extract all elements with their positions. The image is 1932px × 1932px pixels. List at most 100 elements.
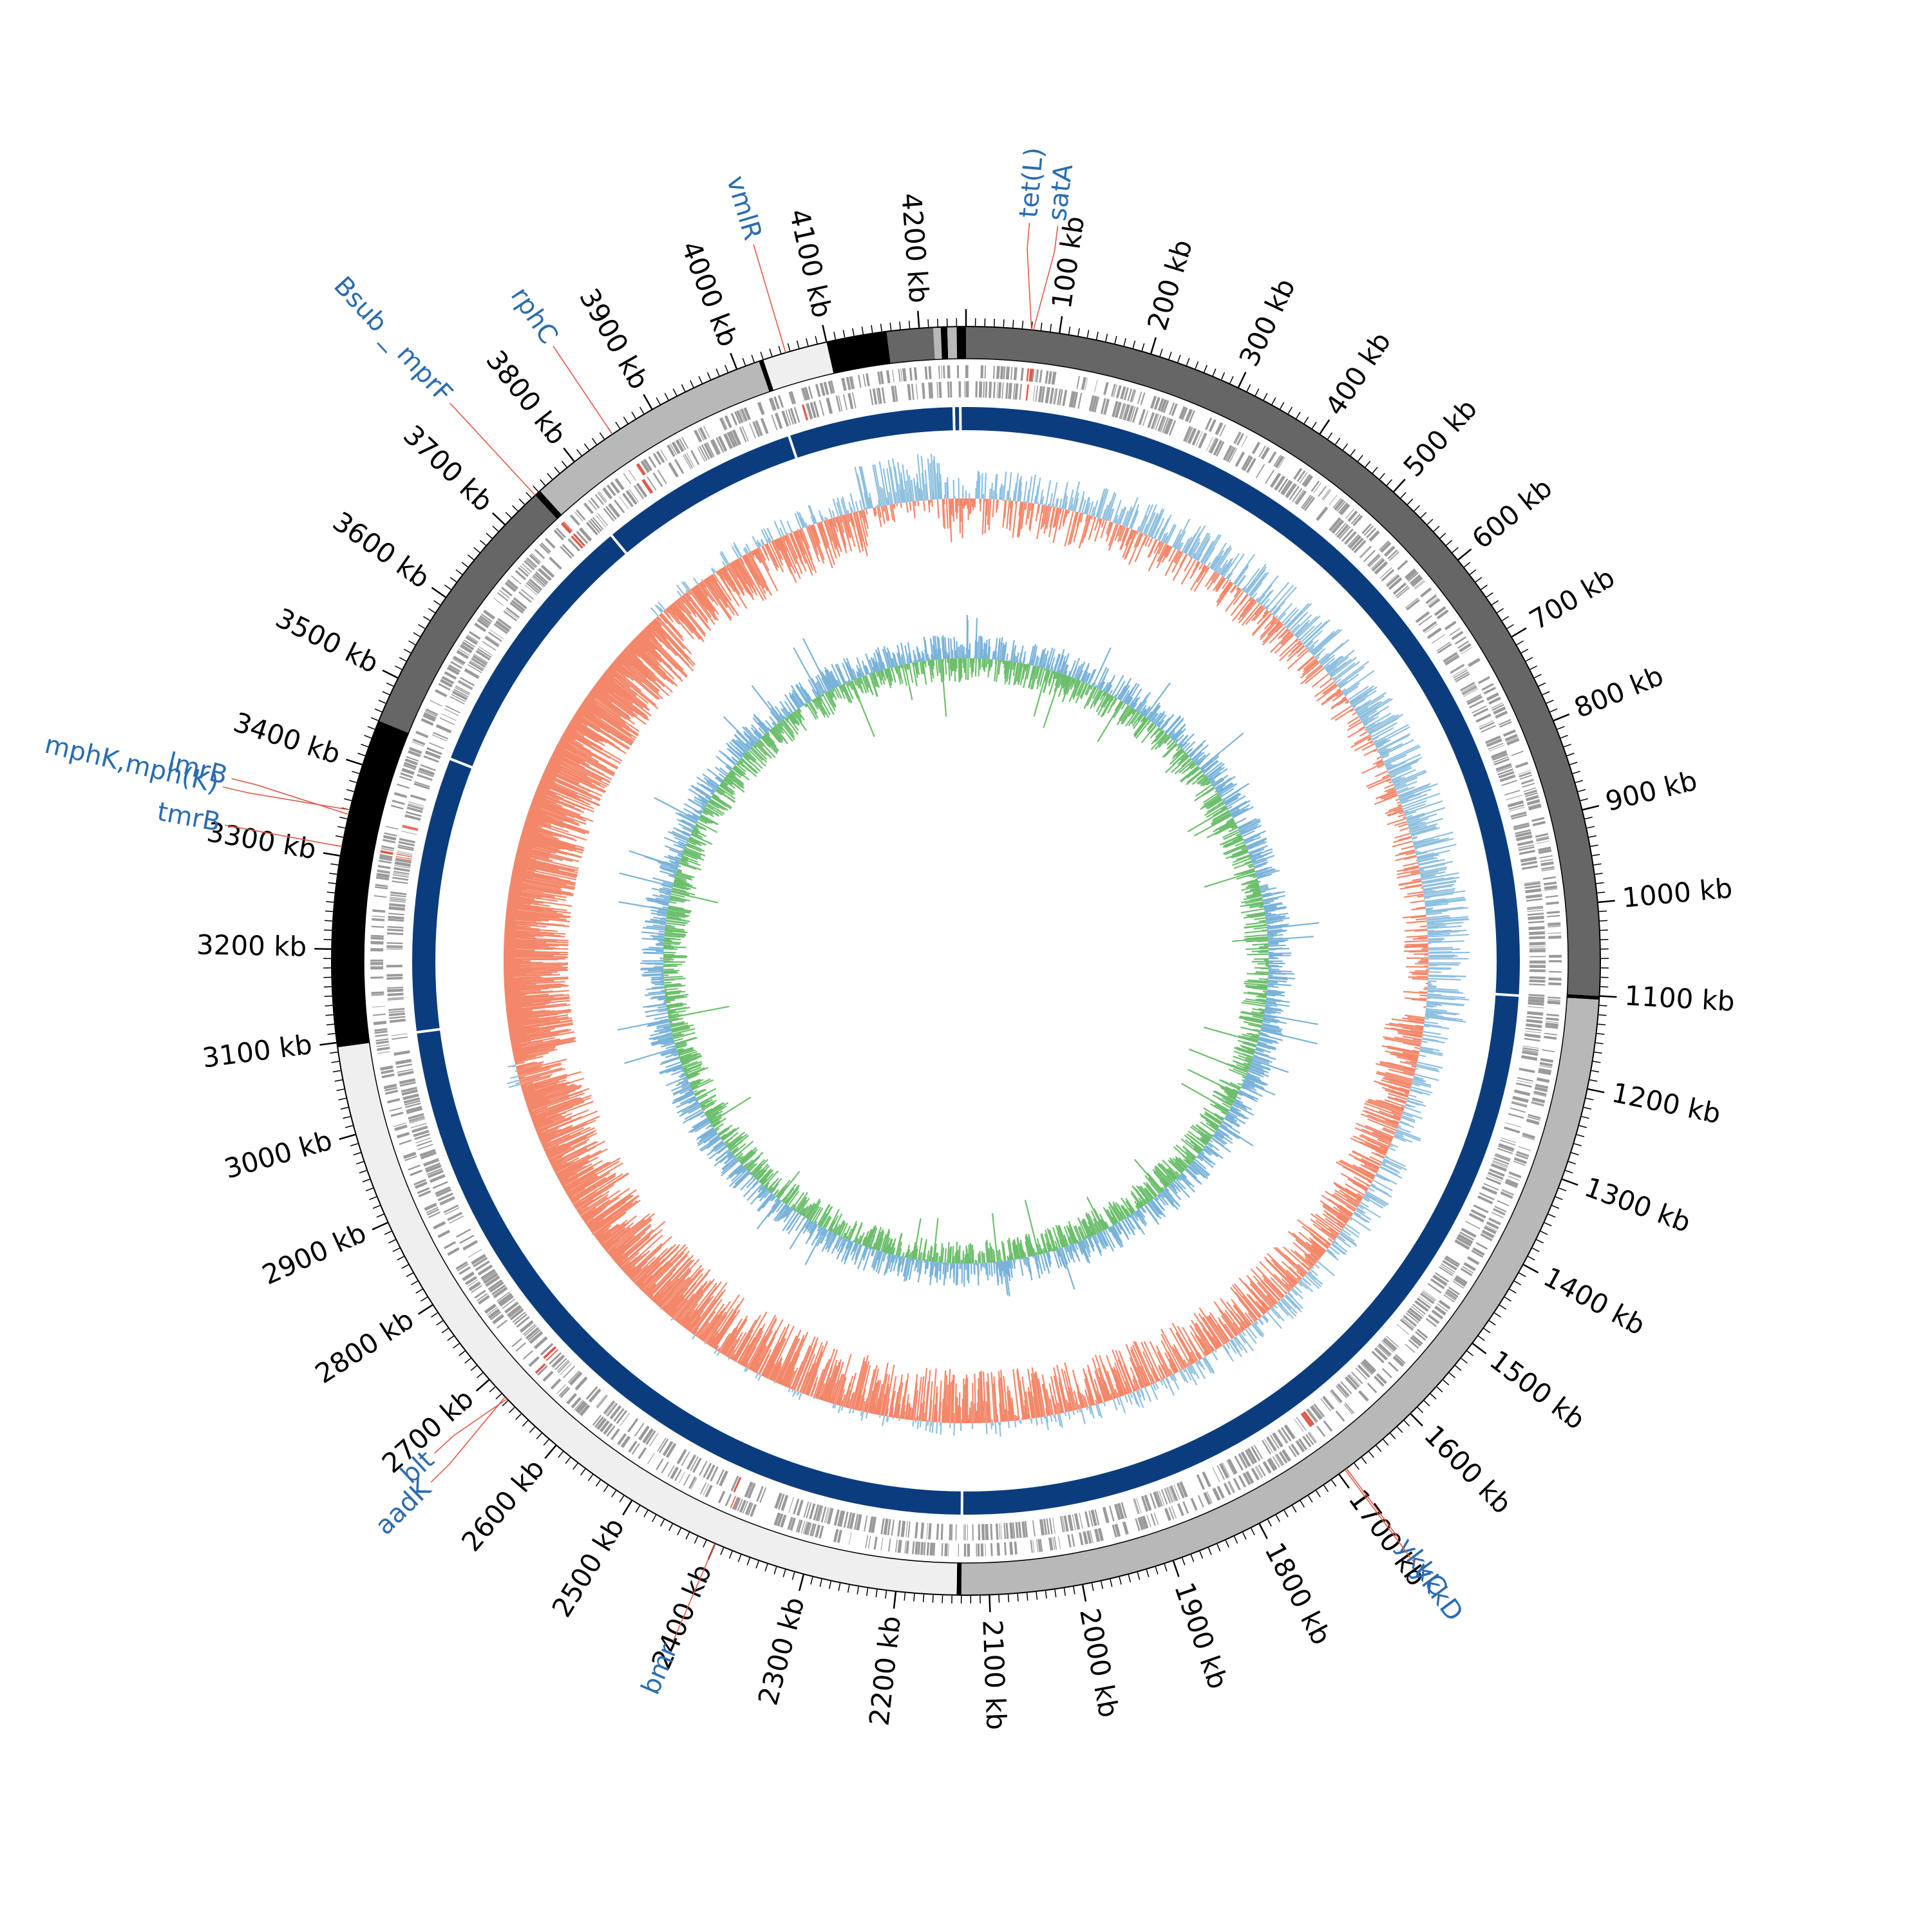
gene-feature xyxy=(370,961,384,965)
gc-bar xyxy=(1331,657,1357,678)
gene-feature xyxy=(425,708,439,716)
gc-bar xyxy=(860,1411,863,1416)
gc-bar xyxy=(1386,779,1392,782)
gc-bar xyxy=(1428,967,1452,969)
gc-bar xyxy=(1356,1208,1364,1214)
gene-feature xyxy=(1278,1451,1288,1464)
gene-feature xyxy=(1170,1485,1179,1502)
gene-feature xyxy=(1528,804,1542,811)
gc-bar xyxy=(1412,937,1428,940)
gc-bar xyxy=(1014,1414,1017,1421)
backbone-ring xyxy=(412,405,1521,1517)
gene-feature xyxy=(1434,1272,1450,1283)
gene-feature xyxy=(750,1504,757,1517)
gene-feature xyxy=(381,1069,394,1075)
tick-label: 3100 kb xyxy=(200,1028,314,1074)
gc-bar xyxy=(1376,1099,1405,1110)
gc-bar xyxy=(1344,1193,1360,1204)
gc-bar xyxy=(1216,581,1232,603)
gene-feature xyxy=(597,513,609,526)
gc-bar xyxy=(1200,565,1208,576)
gene-feature xyxy=(703,1463,712,1479)
gc-bar xyxy=(1397,784,1429,798)
gene-feature xyxy=(392,876,409,881)
gene-feature xyxy=(1144,1494,1152,1511)
gc-bar xyxy=(1425,1012,1438,1016)
gc-bar xyxy=(1202,534,1222,565)
gene-feature xyxy=(603,507,615,522)
gc-bar xyxy=(1260,619,1279,640)
gc-bar xyxy=(1298,1280,1308,1290)
gc-bar xyxy=(1408,821,1426,828)
gc-bar xyxy=(788,1388,791,1392)
gc-bar xyxy=(865,1412,868,1419)
gene-feature xyxy=(1358,1390,1369,1402)
scale-tick xyxy=(374,708,383,713)
gene-feature xyxy=(1410,1305,1425,1317)
gc-bar xyxy=(1329,658,1352,677)
scale-tick xyxy=(1534,674,1542,679)
scale-tick xyxy=(1073,1586,1075,1595)
gc-bar xyxy=(1311,1244,1324,1255)
gc-bar xyxy=(1404,1092,1409,1095)
gc-bar xyxy=(1062,493,1067,509)
gene-feature xyxy=(730,1495,736,1508)
gc-bar xyxy=(1064,1362,1077,1410)
gc-bar xyxy=(1309,1266,1312,1269)
gene-feature xyxy=(1337,1383,1349,1397)
gene-feature xyxy=(1021,1521,1026,1538)
gc-bar xyxy=(1381,1086,1409,1097)
gene-feature xyxy=(864,1515,868,1532)
gene-feature xyxy=(433,732,449,740)
gc-bar xyxy=(1247,1312,1256,1322)
scale-tick xyxy=(810,1577,813,1585)
gene-feature xyxy=(749,422,756,439)
gc-bar xyxy=(1402,1052,1419,1057)
gene-feature xyxy=(897,1520,902,1537)
gene-feature xyxy=(441,714,457,721)
gene-feature xyxy=(1528,920,1545,924)
gene-feature xyxy=(1522,1045,1539,1049)
gc-bar xyxy=(1376,1063,1415,1074)
gene-feature xyxy=(1197,1495,1204,1508)
gc-bar xyxy=(1175,530,1186,549)
gc-bar xyxy=(1362,712,1380,724)
gc-bar xyxy=(1408,1019,1425,1024)
gc-bar xyxy=(1118,506,1126,525)
gc-bar xyxy=(1006,500,1010,529)
gc-bar xyxy=(855,1364,867,1410)
gc-bar xyxy=(1144,1387,1152,1402)
gene-feature xyxy=(1434,1305,1446,1316)
gene-feature xyxy=(595,515,607,528)
gc-bar xyxy=(832,1403,835,1408)
gc-bar xyxy=(1276,1302,1289,1316)
gene-feature xyxy=(450,661,463,669)
gene-feature xyxy=(486,635,500,645)
gene-feature xyxy=(1267,1458,1276,1472)
gc-bar xyxy=(1357,701,1379,716)
gene-feature xyxy=(967,1524,968,1540)
gene-feature xyxy=(1272,1456,1280,1468)
gc-bar xyxy=(1425,1009,1460,1015)
gc-bar xyxy=(1195,560,1200,567)
gc-bar xyxy=(1384,784,1394,790)
gc-bar xyxy=(1198,1313,1222,1347)
scale-tick xyxy=(1523,1264,1539,1274)
gc-bar xyxy=(924,1381,929,1422)
gene-feature xyxy=(1501,1189,1514,1196)
gc-bar xyxy=(833,1404,837,1409)
gene-feature xyxy=(1454,636,1467,645)
gc-bar xyxy=(1398,1023,1424,1028)
gene-feature xyxy=(1313,482,1322,493)
gene-feature xyxy=(1489,744,1504,752)
scale-tick xyxy=(1594,1051,1602,1054)
scale-tick xyxy=(1593,1061,1601,1063)
gc-bar xyxy=(1206,573,1219,591)
gc-bar xyxy=(1260,589,1274,605)
gene-feature xyxy=(1499,774,1516,782)
gene-feature xyxy=(388,915,404,920)
gc-bar xyxy=(1334,1182,1362,1201)
gc-bar xyxy=(1278,1301,1283,1306)
gene-feature xyxy=(528,1356,540,1367)
gc-bar xyxy=(1425,898,1466,905)
